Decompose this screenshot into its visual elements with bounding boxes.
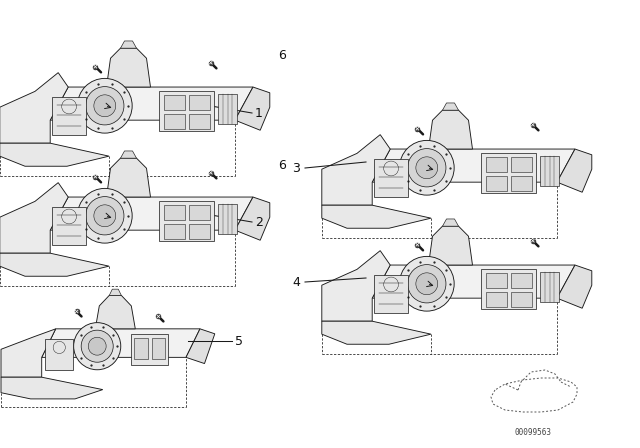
Text: 6: 6 — [278, 159, 286, 172]
Circle shape — [94, 95, 116, 117]
Text: 4: 4 — [292, 276, 300, 289]
Bar — [374, 275, 408, 313]
Polygon shape — [322, 205, 431, 228]
Bar — [486, 157, 506, 172]
Bar — [164, 205, 184, 220]
Polygon shape — [235, 87, 270, 130]
Text: 5: 5 — [235, 335, 243, 348]
Bar — [481, 153, 536, 193]
Text: 6: 6 — [278, 48, 286, 61]
Bar — [164, 95, 184, 110]
Circle shape — [416, 157, 438, 179]
Text: 2: 2 — [255, 215, 263, 228]
Polygon shape — [0, 253, 109, 276]
Polygon shape — [0, 73, 68, 143]
Circle shape — [86, 86, 124, 125]
Polygon shape — [50, 87, 253, 120]
Bar — [189, 205, 210, 220]
Circle shape — [408, 265, 446, 303]
Circle shape — [86, 197, 124, 235]
Polygon shape — [442, 103, 458, 110]
Polygon shape — [42, 329, 200, 358]
Bar — [511, 273, 532, 288]
Circle shape — [416, 273, 438, 295]
Polygon shape — [429, 110, 472, 149]
Bar — [511, 177, 532, 190]
Text: 1: 1 — [255, 107, 263, 120]
Polygon shape — [322, 321, 431, 344]
Bar — [486, 177, 506, 190]
Circle shape — [399, 140, 454, 195]
Bar — [52, 97, 86, 134]
Circle shape — [94, 205, 116, 227]
Polygon shape — [120, 41, 136, 48]
Bar — [134, 338, 147, 358]
Bar — [511, 293, 532, 306]
Circle shape — [88, 337, 106, 355]
Bar — [218, 94, 237, 125]
Bar — [164, 114, 184, 129]
Bar — [511, 157, 532, 172]
Polygon shape — [235, 197, 270, 240]
Bar — [189, 224, 210, 239]
Polygon shape — [0, 143, 109, 166]
Circle shape — [74, 323, 121, 370]
Polygon shape — [429, 226, 472, 265]
Bar — [164, 224, 184, 239]
Polygon shape — [557, 265, 592, 308]
Text: 3: 3 — [292, 161, 300, 175]
Polygon shape — [1, 329, 56, 377]
Bar — [486, 293, 506, 306]
Bar — [152, 338, 165, 358]
Polygon shape — [186, 329, 215, 364]
Circle shape — [81, 330, 113, 362]
Text: 00099563: 00099563 — [515, 427, 552, 436]
Circle shape — [408, 149, 446, 187]
Bar — [45, 339, 73, 370]
Polygon shape — [106, 158, 150, 197]
Polygon shape — [322, 250, 390, 321]
Polygon shape — [372, 149, 575, 182]
Polygon shape — [442, 219, 458, 226]
Bar — [374, 159, 408, 197]
Polygon shape — [106, 48, 150, 87]
Polygon shape — [95, 295, 135, 329]
Bar — [486, 273, 506, 288]
Circle shape — [399, 256, 454, 311]
Bar — [52, 207, 86, 245]
Polygon shape — [0, 183, 68, 253]
Polygon shape — [322, 135, 390, 205]
Polygon shape — [1, 377, 103, 399]
Bar — [189, 95, 210, 110]
Polygon shape — [557, 149, 592, 192]
Polygon shape — [109, 289, 122, 295]
Bar — [540, 272, 559, 302]
Circle shape — [77, 189, 132, 243]
Bar — [159, 91, 214, 131]
Circle shape — [77, 78, 132, 133]
Bar — [131, 334, 168, 365]
Polygon shape — [50, 197, 253, 230]
Bar — [540, 156, 559, 186]
Polygon shape — [372, 265, 575, 298]
Polygon shape — [120, 151, 136, 158]
Bar — [218, 204, 237, 234]
Bar — [189, 114, 210, 129]
Bar — [159, 201, 214, 241]
Bar — [481, 269, 536, 309]
